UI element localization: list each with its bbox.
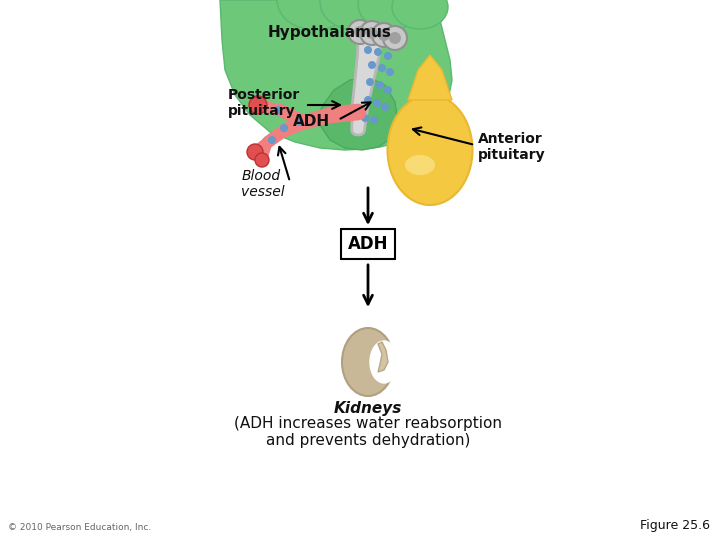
Ellipse shape	[358, 0, 422, 30]
Circle shape	[374, 48, 382, 56]
Ellipse shape	[405, 155, 435, 175]
Circle shape	[384, 86, 392, 94]
Circle shape	[247, 144, 263, 160]
Text: © 2010 Pearson Education, Inc.: © 2010 Pearson Education, Inc.	[8, 523, 151, 532]
Circle shape	[360, 21, 384, 45]
Ellipse shape	[320, 0, 390, 30]
Circle shape	[268, 136, 276, 144]
Circle shape	[354, 26, 366, 38]
Circle shape	[381, 103, 389, 111]
Circle shape	[364, 46, 372, 54]
Circle shape	[368, 61, 376, 69]
Text: ADH: ADH	[348, 235, 388, 253]
Ellipse shape	[342, 328, 394, 396]
Text: ADH: ADH	[293, 114, 330, 130]
Circle shape	[372, 23, 396, 47]
Circle shape	[383, 26, 407, 50]
Text: Posterior
pituitary: Posterior pituitary	[228, 88, 300, 118]
Polygon shape	[318, 77, 398, 150]
Circle shape	[361, 114, 369, 122]
Ellipse shape	[392, 0, 448, 29]
Circle shape	[296, 118, 304, 126]
Circle shape	[370, 116, 378, 124]
Text: (ADH increases water reabsorption
and prevents dehydration): (ADH increases water reabsorption and pr…	[234, 416, 502, 448]
Circle shape	[373, 99, 381, 107]
Polygon shape	[378, 342, 388, 372]
Circle shape	[376, 81, 384, 89]
Circle shape	[384, 52, 392, 60]
Text: Hypothalamus: Hypothalamus	[268, 24, 392, 39]
Circle shape	[366, 78, 374, 86]
Circle shape	[378, 29, 390, 41]
Circle shape	[255, 153, 269, 167]
Circle shape	[249, 96, 267, 114]
Ellipse shape	[370, 341, 398, 383]
Circle shape	[274, 106, 282, 114]
Circle shape	[386, 68, 394, 76]
Circle shape	[389, 32, 401, 44]
Text: Figure 25.6: Figure 25.6	[640, 519, 710, 532]
Polygon shape	[220, 0, 452, 150]
Text: Anterior
pituitary: Anterior pituitary	[478, 132, 546, 162]
Ellipse shape	[387, 95, 472, 205]
Circle shape	[378, 64, 386, 72]
FancyBboxPatch shape	[341, 229, 395, 259]
Ellipse shape	[277, 0, 353, 30]
Text: Kidneys: Kidneys	[334, 401, 402, 415]
Circle shape	[280, 124, 288, 132]
Text: Blood
vessel: Blood vessel	[241, 169, 285, 199]
Circle shape	[364, 96, 372, 104]
Circle shape	[348, 20, 372, 44]
Circle shape	[366, 27, 378, 39]
Polygon shape	[408, 55, 452, 100]
